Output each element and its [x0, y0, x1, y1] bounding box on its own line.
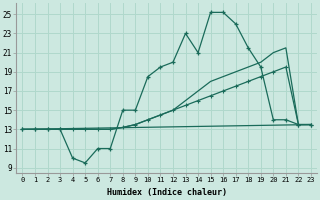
X-axis label: Humidex (Indice chaleur): Humidex (Indice chaleur)	[107, 188, 227, 197]
